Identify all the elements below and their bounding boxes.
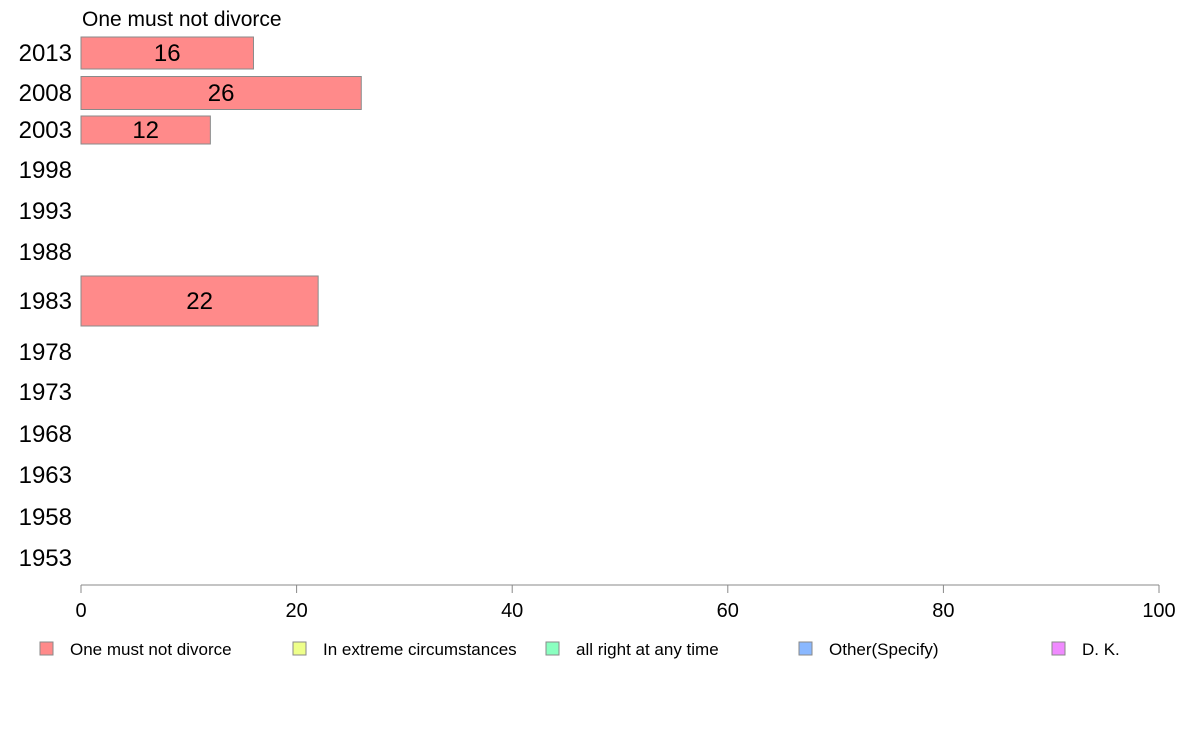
series-title: One must not divorce (82, 8, 282, 31)
legend-label: all right at any time (576, 640, 719, 659)
legend-label: Other(Specify) (829, 640, 939, 659)
legend-label: In extreme circumstances (323, 640, 517, 659)
bar-value-label: 12 (132, 117, 159, 144)
year-label: 1978 (19, 339, 72, 366)
x-tick-label: 100 (1142, 600, 1175, 622)
x-tick-label: 20 (285, 600, 307, 622)
year-label: 1973 (19, 379, 72, 406)
year-label: 1993 (19, 198, 72, 225)
year-label: 1958 (19, 504, 72, 531)
year-label: 1983 (19, 288, 72, 315)
bar (80, 115, 211, 145)
year-label: 2003 (19, 117, 72, 144)
legend-label: One must not divorce (70, 640, 232, 659)
year-label: 2008 (19, 80, 72, 107)
x-tick-label: 0 (75, 600, 86, 622)
x-tick-label: 80 (932, 600, 954, 622)
x-tick-label: 40 (501, 600, 523, 622)
bar-value-label: 22 (186, 288, 213, 315)
x-axis: 0 20 40 60 80 100 (75, 584, 1176, 622)
legend-swatch (1051, 641, 1066, 656)
bar-value-label: 16 (154, 40, 181, 67)
legend-label: D. K. (1082, 640, 1120, 659)
bar (80, 275, 319, 327)
legend-swatch (798, 641, 813, 656)
year-label: 1963 (19, 462, 72, 489)
year-label: 1998 (19, 157, 72, 184)
chart-rows: 2013 16 2008 26 2003 12 1998 1993 1988 1983 22 1978… (19, 36, 362, 572)
legend-swatch (39, 641, 54, 656)
x-tick-label: 60 (717, 600, 739, 622)
year-label: 1988 (19, 239, 72, 266)
bar-value-label: 26 (208, 80, 235, 107)
legend: One must not divorce In extreme circumsta… (39, 640, 1120, 659)
bar (80, 36, 254, 70)
year-label: 1953 (19, 545, 72, 572)
legend-swatch (545, 641, 560, 656)
year-label: 2013 (19, 40, 72, 67)
legend-swatch (292, 641, 307, 656)
year-label: 1968 (19, 421, 72, 448)
bar (80, 76, 362, 110)
